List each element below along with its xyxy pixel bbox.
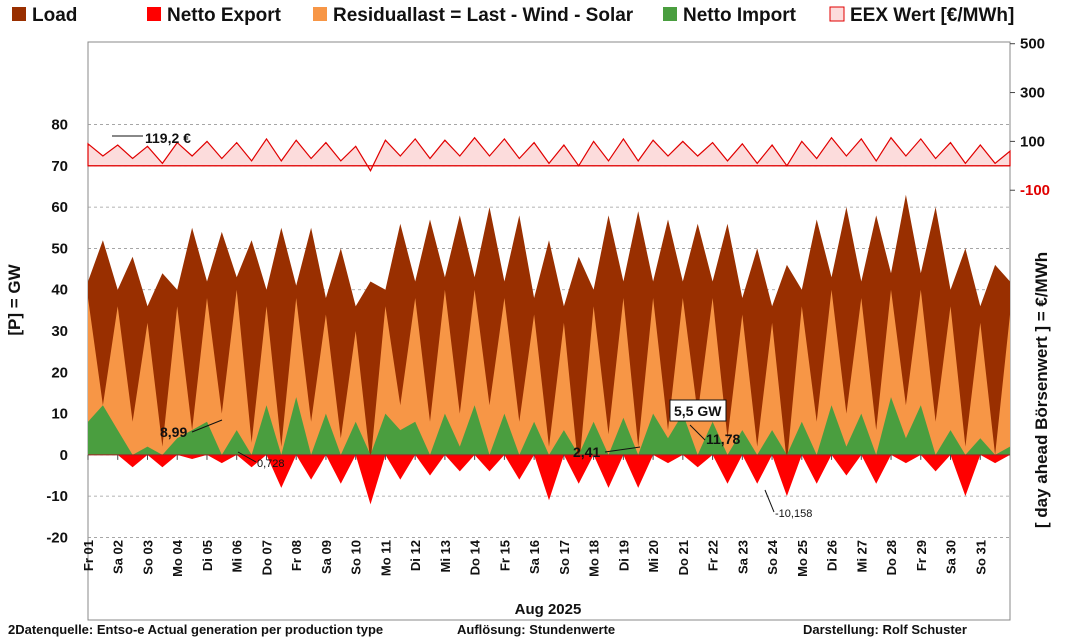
y-tick-label: -10	[46, 488, 68, 505]
y2-tick-label: 300	[1020, 85, 1045, 102]
x-tick-label: Do 21	[676, 540, 691, 575]
x-tick-label: Sa 02	[111, 540, 126, 574]
y-tick-label: 60	[51, 199, 68, 216]
area	[88, 454, 1010, 505]
legend-label: Netto Import	[683, 5, 797, 26]
x-tick-label: Do 28	[884, 540, 899, 575]
annotation-leader	[237, 451, 257, 463]
x-tick-label: So 10	[349, 540, 364, 575]
annotation-leader	[604, 446, 641, 453]
x-tick-label: Di 12	[408, 540, 423, 571]
x-tick-label: Di 19	[616, 540, 631, 571]
x-tick-label: Fr 22	[706, 540, 721, 571]
annotation: 5,5 GW	[674, 403, 722, 419]
x-tick-label: Fr 29	[914, 540, 929, 571]
footer-text: 2Datenquelle: Entso-e Actual generation …	[8, 622, 383, 637]
legend-swatch	[147, 7, 161, 21]
x-tick-label: Mi 20	[646, 540, 661, 573]
y2-tick-label: 100	[1020, 133, 1045, 150]
annotation-leader	[764, 489, 775, 513]
area	[88, 289, 1010, 472]
x-axis-title: Aug 2025	[515, 601, 582, 618]
x-tick-label: Mo 25	[795, 540, 810, 577]
y2-axis-title: [ day ahead Börsenwert ] = €/MWh	[1032, 252, 1051, 528]
x-tick-label: So 17	[557, 540, 572, 575]
x-tick-label: So 24	[765, 539, 780, 574]
annotation-box	[669, 399, 727, 422]
annotation-leader	[689, 424, 706, 441]
y-tick-label: -20	[46, 529, 68, 546]
legend-label: Residuallast = Last - Wind - Solar	[333, 5, 634, 26]
legend-swatch	[12, 7, 26, 21]
x-tick-label: Mo 04	[170, 539, 185, 577]
x-tick-label: So 03	[140, 540, 155, 575]
y-tick-label: 20	[51, 364, 68, 381]
y-tick-label: 40	[51, 282, 68, 299]
x-tick-label: Mi 06	[230, 540, 245, 573]
legend-label: EEX Wert [€/MWh]	[850, 5, 1014, 26]
legend-label: Load	[32, 5, 77, 26]
x-tick-label: Fr 08	[289, 540, 304, 571]
annotation: 0,728	[257, 458, 285, 470]
x-tick-label: Fr 15	[497, 540, 512, 571]
legend-swatch	[313, 7, 327, 21]
footer-text: Auflösung: Stundenwerte	[457, 622, 615, 637]
y2-tick-label: 500	[1020, 36, 1045, 53]
x-tick-label: Fr 01	[81, 540, 96, 571]
x-tick-label: Sa 23	[735, 540, 750, 574]
x-tick-label: Do 07	[259, 540, 274, 575]
y-tick-label: 0	[60, 447, 68, 464]
y-tick-label: 80	[51, 117, 68, 134]
area	[88, 397, 1010, 455]
x-tick-label: Sa 30	[944, 540, 959, 574]
annotation: -10,158	[775, 508, 812, 520]
annotation-leader	[191, 419, 223, 433]
x-tick-label: Di 26	[825, 540, 840, 571]
y-tick-label: 30	[51, 323, 68, 340]
x-tick-label: So 31	[973, 540, 988, 575]
legend-label: Netto Export	[167, 5, 282, 26]
x-tick-label: Do 14	[468, 539, 483, 575]
x-tick-label: Mo 18	[587, 540, 602, 577]
y-axis-title: [P] = GW	[5, 263, 24, 335]
y-tick-label: 70	[51, 158, 68, 175]
x-tick-label: Sa 16	[527, 540, 542, 574]
y2-tick-label: -100	[1020, 182, 1050, 199]
footer-text: Darstellung: Rolf Schuster	[803, 622, 967, 637]
x-tick-label: Mi 27	[854, 540, 869, 573]
legend-swatch	[663, 7, 677, 21]
annotation: 8,99	[160, 424, 187, 440]
annotation: 119,2 €	[145, 130, 191, 146]
y-tick-label: 50	[51, 240, 68, 257]
x-tick-label: Mo 11	[378, 540, 393, 576]
x-tick-label: Sa 09	[319, 540, 334, 574]
x-tick-label: Mi 13	[438, 540, 453, 573]
y-tick-label: 10	[51, 406, 68, 423]
legend-swatch	[829, 6, 845, 22]
x-tick-label: Di 05	[200, 540, 215, 571]
annotation: 2,41	[573, 444, 600, 460]
annotation: 11,78	[706, 431, 740, 447]
area	[87, 136, 1011, 172]
